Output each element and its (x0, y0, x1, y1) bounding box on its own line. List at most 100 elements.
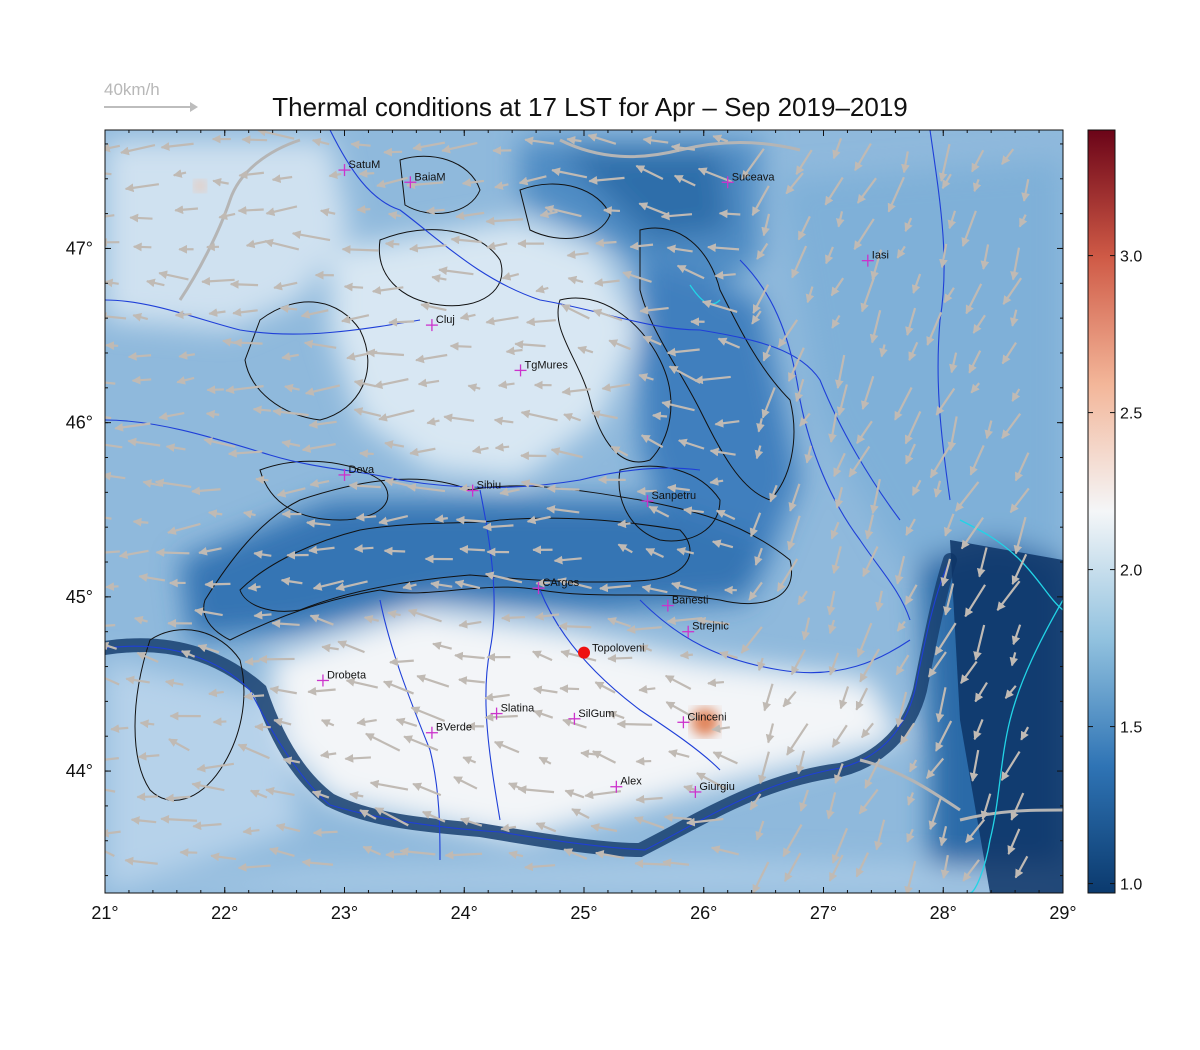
wind-arrow (697, 167, 733, 183)
wind-arrow (249, 789, 268, 799)
wind-arrow (105, 381, 116, 385)
wind-arrow (740, 626, 763, 654)
wind-arrow (711, 724, 730, 733)
city-label: Strejnic (692, 621, 729, 633)
wind-arrow (682, 506, 704, 515)
wind-arrow (499, 487, 520, 497)
highlight-dot (578, 646, 590, 659)
wind-arrow (242, 826, 260, 836)
wind-arrow (754, 547, 763, 566)
wind-arrow (458, 483, 475, 493)
wind-arrow (441, 141, 478, 154)
wind-arrow (1001, 413, 1022, 439)
wind-arrow (385, 850, 406, 859)
wind-arrow (895, 654, 910, 676)
wind-arrow (560, 303, 590, 320)
wind-arrow (758, 751, 770, 785)
wind-arrow (965, 818, 986, 844)
wind-arrow (257, 130, 295, 140)
wind-arrow (412, 782, 442, 797)
wind-arrow (670, 143, 696, 152)
wind-arrow (376, 176, 408, 189)
wind-arrow (911, 479, 922, 496)
wind-arrow (940, 855, 950, 879)
wind-arrow (577, 345, 594, 355)
wind-arrow (594, 681, 616, 694)
wind-arrow (373, 378, 409, 389)
wind-arrow (384, 477, 412, 488)
wind-arrow (996, 580, 1021, 611)
wind-arrow (984, 420, 994, 440)
wind-arrow (311, 137, 330, 147)
wind-arrow (467, 383, 481, 392)
wind-arrow (301, 858, 334, 868)
wind-arrow (904, 584, 918, 606)
wind-arrow (253, 550, 272, 559)
wind-arrow (273, 281, 298, 291)
wind-arrow (366, 348, 405, 358)
wind-arrow (264, 238, 300, 251)
city-label: Sibiu (477, 480, 501, 492)
wind-arrow (450, 235, 482, 245)
x-tick-label: 29° (1049, 903, 1076, 923)
wind-arrow (268, 846, 295, 858)
wind-arrow (383, 546, 406, 556)
wind-arrow (718, 209, 741, 219)
wind-arrow (558, 621, 592, 631)
wind-arrow (968, 350, 982, 374)
wind-arrow (797, 590, 808, 606)
wind-arrow (191, 781, 225, 792)
wind-arrow (668, 749, 690, 758)
rivers (105, 130, 951, 861)
wind-arrow (533, 709, 554, 719)
wind-arrow (908, 341, 919, 362)
wind-arrow (444, 850, 483, 860)
wind-arrow (212, 717, 227, 727)
wind-arrow (904, 411, 922, 445)
wind-arrow (642, 135, 669, 145)
wind-arrow (696, 616, 730, 626)
wind-arrow (196, 762, 235, 773)
wind-arrow (518, 175, 547, 186)
wind-arrow (887, 176, 905, 213)
wind-arrow (943, 513, 955, 537)
wind-scale-arrow-icon (104, 102, 198, 112)
wind-arrow (673, 174, 696, 187)
wind-arrow (237, 862, 271, 872)
wind-arrow (205, 409, 220, 419)
wind-arrow (640, 434, 664, 449)
wind-arrow (557, 577, 592, 590)
wind-arrow (799, 412, 811, 427)
wind-arrow (788, 483, 801, 512)
wind-arrow (105, 341, 119, 350)
wind-arrow (459, 312, 476, 321)
wind-arrow (526, 515, 551, 525)
wind-arrow (927, 651, 947, 678)
colorbar-label: 1.0 (1120, 877, 1142, 894)
wind-arrow (434, 514, 448, 524)
wind-arrow (132, 242, 152, 252)
wind-arrow (839, 686, 850, 710)
wind-arrow (272, 407, 309, 417)
wind-arrow (961, 210, 977, 247)
wind-arrow (371, 286, 404, 295)
wind-arrow (588, 176, 625, 185)
wind-arrow (584, 790, 621, 800)
wind-arrow (858, 788, 879, 815)
x-tick-label: 22° (211, 903, 238, 923)
wind-arrow (1009, 652, 1019, 667)
wind-arrow (164, 678, 184, 688)
wind-arrow (638, 644, 653, 653)
wind-arrow (291, 230, 331, 242)
wind-arrow (973, 624, 986, 661)
wind-arrow (344, 754, 371, 763)
wind-arrow (828, 652, 840, 676)
wind-arrow (242, 509, 256, 519)
wind-arrow (756, 242, 769, 260)
wind-arrow (947, 210, 957, 230)
wind-arrow (834, 354, 846, 389)
wind-arrow (505, 346, 523, 356)
wind-arrow (870, 249, 883, 281)
wind-arrow (933, 480, 943, 498)
city-label: Suceava (732, 171, 776, 183)
